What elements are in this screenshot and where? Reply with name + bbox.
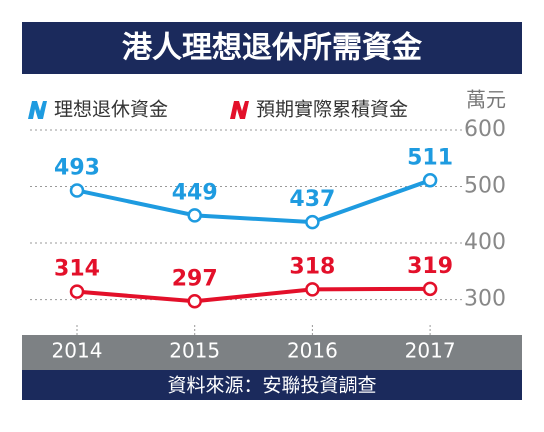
- point: [187, 294, 202, 309]
- point: [422, 281, 438, 297]
- point: [305, 282, 320, 297]
- y-axis-unit: 萬元: [466, 88, 506, 112]
- legend-label: 預期實際累積資金: [256, 99, 408, 121]
- legend-icon: [28, 101, 47, 119]
- point: [422, 173, 438, 188]
- legend-icon: [230, 101, 249, 119]
- point: [69, 284, 85, 299]
- series-line: [76, 286, 431, 304]
- point: [305, 214, 320, 230]
- y-tick-label: 600: [464, 117, 506, 142]
- title-banner: [22, 22, 522, 74]
- chart-title: 港人理想退休所需資金: [122, 31, 423, 66]
- value-label: 297: [172, 266, 218, 291]
- value-label: 449: [172, 180, 218, 205]
- y-tick-label: 500: [464, 174, 506, 199]
- point: [69, 183, 85, 198]
- y-tick-label: 400: [464, 230, 506, 255]
- source: 資料來源：安聯投資調查: [167, 375, 376, 397]
- source-bar: [22, 370, 522, 400]
- x-tick-label: 2014: [52, 339, 103, 363]
- value-label: 318: [289, 254, 335, 279]
- x-axis-band: [22, 335, 522, 370]
- value-label: 511: [407, 145, 453, 170]
- legend-label: 理想退休資金: [54, 99, 168, 121]
- y-tick-label: 300: [464, 287, 506, 312]
- x-tick-label: 2016: [287, 339, 338, 363]
- value-label: 437: [289, 187, 335, 212]
- x-tick-label: 2017: [405, 339, 456, 363]
- series-line: [76, 178, 431, 225]
- x-tick-label: 2015: [169, 339, 220, 363]
- point: [187, 208, 202, 223]
- value-label: 319: [407, 254, 453, 279]
- value-label: 314: [54, 257, 100, 282]
- value-label: 493: [54, 155, 100, 180]
